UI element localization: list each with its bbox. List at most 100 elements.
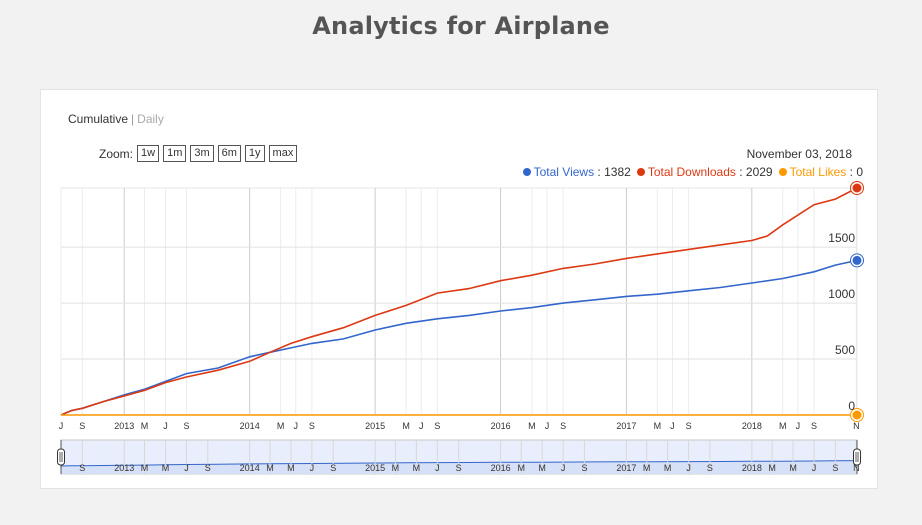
navigator-tick-label: 2013 xyxy=(114,463,134,473)
navigator-tick-label: M xyxy=(789,463,797,473)
x-tick-label: S xyxy=(686,421,692,431)
legend-downloads-name: Total Downloads xyxy=(647,165,736,179)
plot-area xyxy=(60,187,858,416)
navigator-left-handle[interactable] xyxy=(57,440,65,474)
x-tick-label: S xyxy=(811,421,817,431)
grid-layer xyxy=(60,187,858,416)
x-tick-label: M xyxy=(141,421,149,431)
downloads-dot-icon xyxy=(636,168,645,176)
navigator-tick-label: S xyxy=(832,463,838,473)
zoom-max-button[interactable]: max xyxy=(268,145,298,162)
x-tick-label: S xyxy=(560,421,566,431)
navigator-tick-label: J xyxy=(435,463,440,473)
legend-views-value: 1382 xyxy=(604,165,631,179)
x-tick-label: J xyxy=(59,421,64,431)
x-tick-label: J xyxy=(293,421,298,431)
navigator-tick-label: 2017 xyxy=(616,463,636,473)
handle-grip-icon xyxy=(853,448,861,466)
x-tick-label: J xyxy=(545,421,550,431)
navigator-tick-label: S xyxy=(581,463,587,473)
navigator-tick-label: M xyxy=(162,463,170,473)
navigator-tick-label: S xyxy=(707,463,713,473)
navigator-tick-label: M xyxy=(141,463,149,473)
navigator-tick-label: M xyxy=(266,463,274,473)
likes-end-ring xyxy=(850,408,864,422)
y-tick-label: 500 xyxy=(835,343,855,357)
navigator-tick-label: J xyxy=(561,463,566,473)
x-tick-label: S xyxy=(309,421,315,431)
navigator-right-handle[interactable] xyxy=(853,440,861,474)
navigator-tick-label: M xyxy=(517,463,525,473)
handle-grip-icon xyxy=(57,448,65,466)
x-tick-label: M xyxy=(277,421,285,431)
navigator-tick-label: M xyxy=(538,463,546,473)
navigator-tick-label: S xyxy=(330,463,336,473)
series-layer xyxy=(60,181,864,422)
y-tick-label: 1500 xyxy=(828,231,855,245)
navigator-tick-label: 2015 xyxy=(365,463,385,473)
navigator-tick-label: M xyxy=(287,463,295,473)
downloads-end-ring xyxy=(850,181,864,195)
likes-dot-icon xyxy=(778,168,787,176)
legend-downloads-value: 2029 xyxy=(745,165,773,179)
navigator-tick-label: M xyxy=(643,463,651,473)
navigator-tick-label: M xyxy=(768,463,776,473)
mode-cumulative[interactable]: Cumulative xyxy=(68,112,129,126)
legend: Total Views : 1382 Total Downloads : 202… xyxy=(522,165,863,179)
range-navigator[interactable]: S 2013 M M J S 2014 M M J S 2015 M M J S 2016 M M J S 2017 M M J… xyxy=(57,439,861,475)
x-tick-label: J xyxy=(796,421,801,431)
views-end-marker xyxy=(850,253,864,267)
x-tick-label: S xyxy=(434,421,440,431)
navigator-tick-label: M xyxy=(664,463,672,473)
x-tick-label: 2014 xyxy=(240,421,260,431)
navigator-tick-label: M xyxy=(392,463,400,473)
legend-views-sep: : xyxy=(594,165,605,179)
mode-separator: | xyxy=(131,112,135,126)
views-end-ring xyxy=(850,253,864,268)
zoom-label: Zoom: xyxy=(99,146,134,161)
navigator-tick-label: S xyxy=(79,463,85,473)
zoom-3m-button[interactable]: 3m xyxy=(190,145,214,162)
x-tick-label: J xyxy=(670,421,675,431)
zoom-6m-button[interactable]: 6m xyxy=(217,145,241,162)
x-tick-label: 2017 xyxy=(616,421,636,431)
views-line xyxy=(60,259,858,416)
legend-downloads-sep: : xyxy=(735,165,746,179)
navigator-tick-label: J xyxy=(812,463,817,473)
zoom-1m-button[interactable]: 1m xyxy=(163,145,187,162)
current-date: November 03, 2018 xyxy=(746,147,852,161)
x-tick-label: S xyxy=(79,421,85,431)
legend-likes-sep: : xyxy=(846,165,857,179)
legend-likes-name: Total Likes xyxy=(789,165,847,179)
legend-views-name: Total Views xyxy=(533,165,595,179)
x-tick-label: M xyxy=(402,421,410,431)
navigator-tick-label: J xyxy=(310,463,315,473)
navigator-tick-label: J xyxy=(686,463,691,473)
x-tick-label: 2015 xyxy=(365,421,385,431)
legend-item-likes[interactable]: Total Likes : 0 xyxy=(778,165,863,179)
navigator-tick-label: S xyxy=(205,463,211,473)
page-title: Analytics for Airplane xyxy=(312,12,610,40)
legend-item-views[interactable]: Total Views : 1382 xyxy=(522,165,631,179)
downloads-end-marker xyxy=(850,181,864,195)
x-tick-label: M xyxy=(528,421,536,431)
navigator-tick-label: N xyxy=(853,463,860,473)
legend-item-downloads[interactable]: Total Downloads : 2029 xyxy=(636,165,773,179)
x-tick-label: M xyxy=(779,421,787,431)
legend-likes-value: 0 xyxy=(856,165,863,179)
x-tick-label: J xyxy=(163,421,168,431)
navigator-tick-label: M xyxy=(413,463,421,473)
zoom-1w-button[interactable]: 1w xyxy=(137,145,160,162)
zoom-1y-button[interactable]: 1y xyxy=(244,145,265,162)
downloads-line xyxy=(60,187,858,416)
x-tick-label: J xyxy=(419,421,424,431)
y-tick-label: 0 xyxy=(848,399,855,413)
mode-daily[interactable]: Daily xyxy=(137,112,164,126)
y-axis-ticks: 0 500 1000 1500 xyxy=(828,231,855,413)
y-tick-label: 1000 xyxy=(828,287,855,301)
x-tick-label: S xyxy=(183,421,189,431)
navigator-tick-label: 2014 xyxy=(240,463,260,473)
navigator-tick-label: S xyxy=(456,463,462,473)
navigator-tick-label: 2018 xyxy=(742,463,762,473)
